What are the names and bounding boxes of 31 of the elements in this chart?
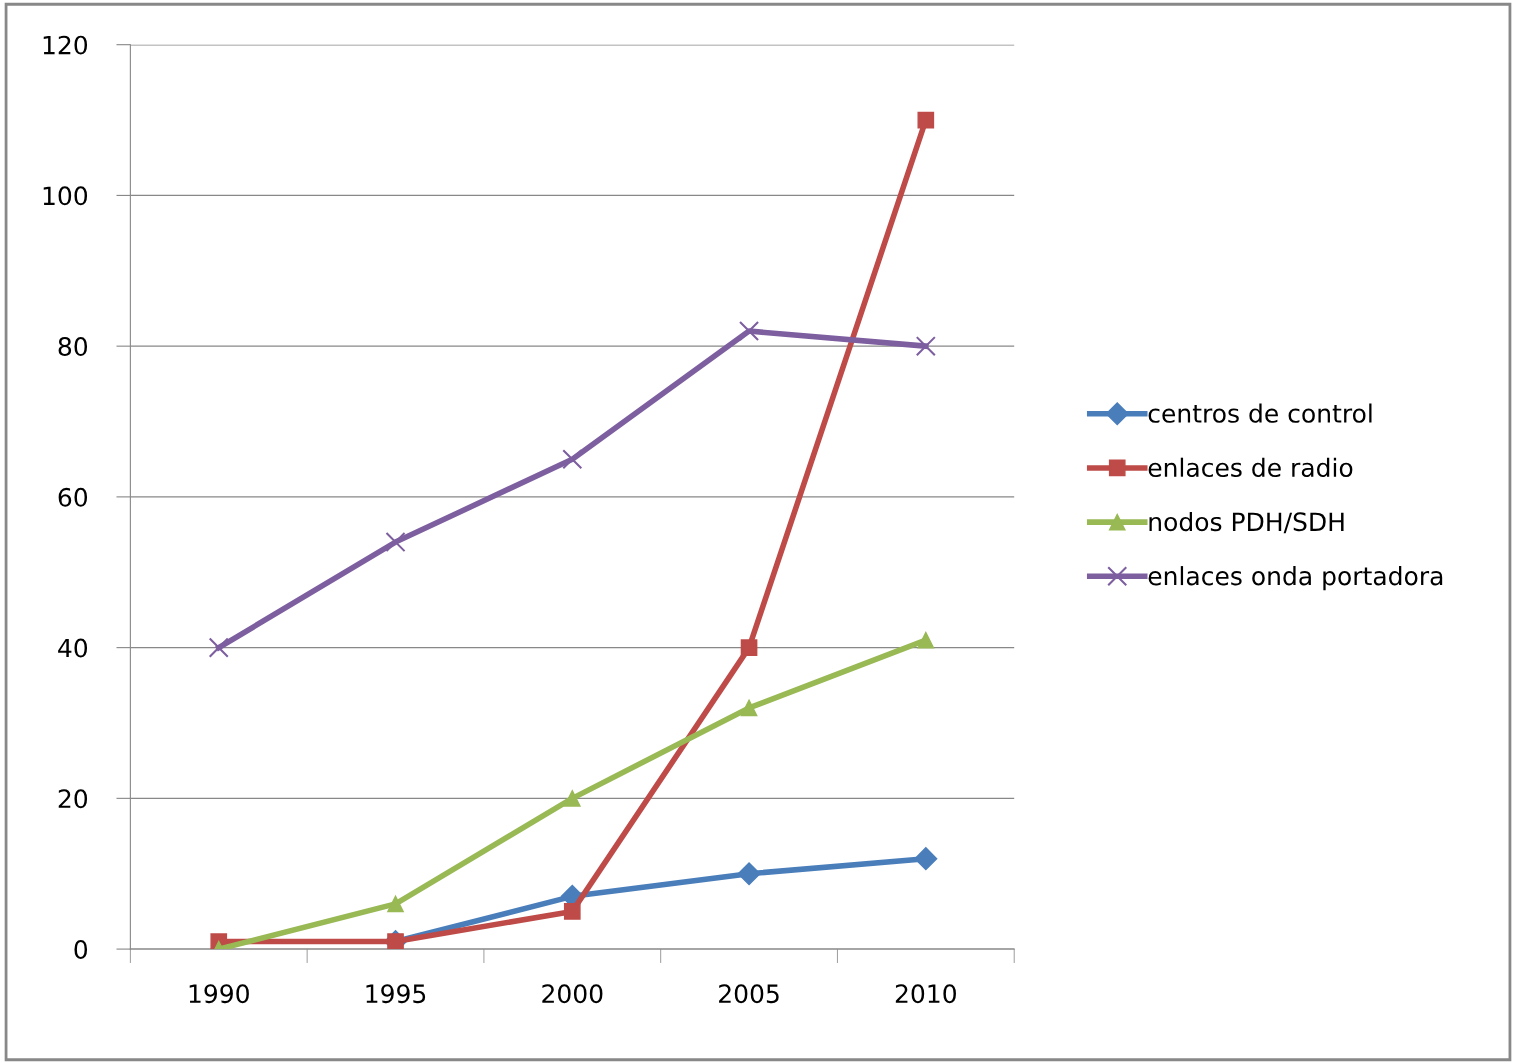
point <box>740 699 758 717</box>
x-tick-label: 2000 <box>542 984 603 1004</box>
point <box>387 895 404 913</box>
legend-label: nodos PDH/SDH <box>1149 511 1344 534</box>
point <box>740 639 758 656</box>
point <box>917 111 935 129</box>
y-tick-label: 40 <box>58 638 88 658</box>
y-tick-label: 0 <box>74 940 88 959</box>
point <box>385 532 406 553</box>
point <box>738 321 760 342</box>
x-tick-label: 2010 <box>895 984 956 1004</box>
y-tick-label: 120 <box>43 35 88 55</box>
y-tick-label: 20 <box>58 789 88 809</box>
y-tick-label: 100 <box>43 186 88 206</box>
x-tick-label: 2005 <box>719 984 779 1004</box>
legend-label: enlaces de radio <box>1148 457 1353 478</box>
y-tick-label: 80 <box>58 337 88 357</box>
x-tick-label: 1990 <box>189 984 249 1004</box>
point <box>208 637 229 658</box>
y-tick-label: 60 <box>58 487 88 507</box>
x-tick-label: 1995 <box>366 984 426 1004</box>
legend-label: centros de control <box>1148 403 1372 423</box>
point <box>562 449 583 470</box>
point <box>917 631 935 649</box>
point <box>563 903 581 920</box>
point <box>737 862 761 886</box>
legend-label: enlaces onda portadora <box>1148 566 1443 591</box>
point <box>915 336 936 357</box>
point <box>563 790 581 807</box>
point <box>914 847 938 871</box>
point <box>387 933 404 950</box>
